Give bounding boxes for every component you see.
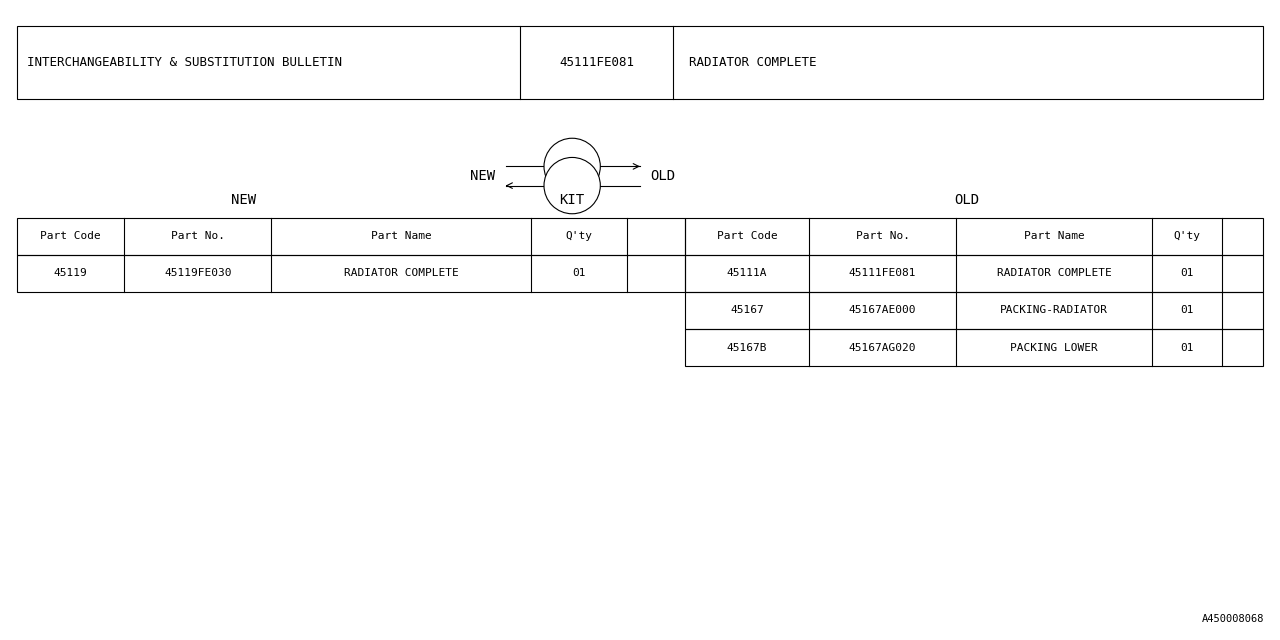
Text: NEW: NEW [230, 193, 256, 207]
Text: OLD: OLD [650, 169, 676, 183]
Text: 45167: 45167 [730, 305, 764, 316]
Text: 01: 01 [1180, 305, 1194, 316]
Text: 45111FE081: 45111FE081 [559, 56, 634, 69]
Ellipse shape [544, 157, 600, 214]
Text: PACKING LOWER: PACKING LOWER [1010, 342, 1098, 353]
Text: A450008068: A450008068 [1202, 614, 1265, 624]
Text: PACKING-RADIATOR: PACKING-RADIATOR [1000, 305, 1108, 316]
Text: Q'ty: Q'ty [1174, 231, 1201, 241]
Ellipse shape [544, 138, 600, 195]
Text: Part Code: Part Code [717, 231, 777, 241]
Text: 45167AG020: 45167AG020 [849, 342, 916, 353]
Text: 45167B: 45167B [727, 342, 767, 353]
Text: Q'ty: Q'ty [566, 231, 593, 241]
Text: 01: 01 [572, 268, 586, 278]
Text: Part Code: Part Code [40, 231, 101, 241]
Text: Part Name: Part Name [1024, 231, 1084, 241]
Text: INTERCHANGEABILITY & SUBSTITUTION BULLETIN: INTERCHANGEABILITY & SUBSTITUTION BULLET… [27, 56, 342, 69]
Text: 45119FE030: 45119FE030 [164, 268, 232, 278]
Text: 45119: 45119 [54, 268, 87, 278]
Text: NEW: NEW [470, 169, 495, 183]
Text: 45167AE000: 45167AE000 [849, 305, 916, 316]
Text: Part No.: Part No. [855, 231, 910, 241]
Text: RADIATOR COMPLETE: RADIATOR COMPLETE [689, 56, 817, 69]
Text: OLD: OLD [954, 193, 979, 207]
Text: Part No.: Part No. [170, 231, 225, 241]
Text: 45111FE081: 45111FE081 [849, 268, 916, 278]
Text: 45111A: 45111A [727, 268, 767, 278]
Text: 01: 01 [1180, 342, 1194, 353]
Text: KIT: KIT [559, 193, 585, 207]
Text: Part Name: Part Name [371, 231, 431, 241]
Text: RADIATOR COMPLETE: RADIATOR COMPLETE [344, 268, 458, 278]
Text: RADIATOR COMPLETE: RADIATOR COMPLETE [997, 268, 1111, 278]
Text: 01: 01 [1180, 268, 1194, 278]
